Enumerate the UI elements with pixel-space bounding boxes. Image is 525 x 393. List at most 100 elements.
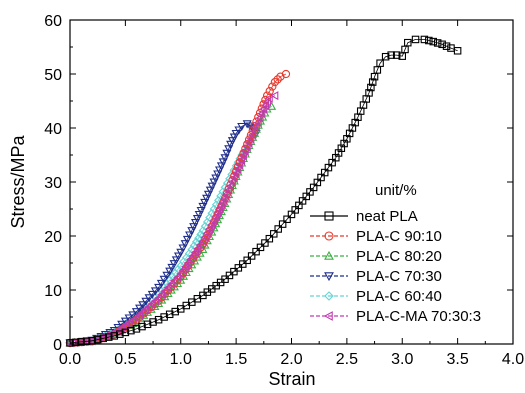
data-point bbox=[238, 151, 247, 161]
data-point bbox=[211, 212, 220, 222]
data-point bbox=[438, 40, 446, 49]
data-point bbox=[156, 279, 166, 289]
data-point bbox=[209, 216, 218, 226]
y-tick-label: 50 bbox=[44, 67, 62, 84]
data-point bbox=[244, 138, 253, 148]
data-point bbox=[234, 126, 244, 135]
data-point bbox=[267, 101, 277, 110]
data-point bbox=[105, 333, 113, 341]
data-point bbox=[188, 251, 197, 261]
data-point bbox=[147, 290, 157, 299]
data-point bbox=[180, 240, 190, 249]
data-point bbox=[207, 220, 216, 230]
data-point bbox=[283, 215, 291, 224]
data-point bbox=[162, 271, 172, 280]
data-point bbox=[141, 304, 150, 315]
data-point bbox=[191, 237, 201, 247]
data-point bbox=[169, 260, 179, 269]
data-point bbox=[220, 193, 229, 203]
data-point bbox=[239, 260, 247, 268]
x-tick-label: 3.5 bbox=[447, 351, 469, 368]
data-point bbox=[433, 39, 442, 47]
data-point bbox=[172, 272, 182, 282]
data-point bbox=[149, 318, 157, 326]
data-point bbox=[256, 243, 265, 252]
data-point bbox=[171, 256, 181, 265]
legend-title: unit/% bbox=[375, 182, 417, 199]
series-1 bbox=[65, 69, 291, 348]
data-point bbox=[138, 322, 146, 331]
data-point bbox=[442, 42, 451, 50]
data-point bbox=[214, 204, 223, 215]
data-point bbox=[195, 240, 204, 250]
data-point bbox=[251, 122, 260, 132]
data-point bbox=[264, 93, 273, 103]
data-point bbox=[249, 126, 259, 136]
data-point bbox=[153, 293, 163, 303]
y-tick-label: 40 bbox=[44, 121, 62, 138]
data-point bbox=[163, 283, 172, 293]
legend-label: PLA-C 70:30 bbox=[356, 268, 442, 285]
data-point bbox=[265, 234, 274, 243]
data-point bbox=[425, 36, 433, 45]
data-point bbox=[178, 244, 188, 253]
data-point bbox=[71, 338, 80, 347]
x-tick-labels: 0.0 0.5 1.0 1.5 2.0 2.5 3.0 3.5 4.0 bbox=[59, 351, 524, 368]
data-point bbox=[230, 267, 238, 276]
data-point bbox=[225, 271, 234, 280]
data-point bbox=[246, 134, 255, 144]
data-point bbox=[420, 35, 429, 44]
data-point bbox=[235, 160, 244, 170]
data-point bbox=[134, 310, 144, 320]
x-tick-label: 4.0 bbox=[502, 351, 524, 368]
data-point bbox=[200, 232, 209, 242]
data-point bbox=[212, 208, 222, 218]
data-point bbox=[216, 201, 225, 211]
data-point bbox=[453, 47, 462, 55]
data-point bbox=[274, 225, 282, 233]
legend-marker bbox=[324, 272, 334, 282]
y-axis-title: Stress/MPa bbox=[8, 135, 28, 229]
data-point bbox=[365, 89, 373, 97]
data-point bbox=[381, 52, 390, 61]
data-point bbox=[237, 122, 247, 132]
plot-frame bbox=[69, 19, 514, 345]
data-point bbox=[392, 51, 401, 59]
data-point bbox=[147, 299, 156, 309]
data-point bbox=[255, 113, 264, 123]
data-point bbox=[185, 254, 195, 264]
data-point bbox=[387, 51, 395, 59]
data-point bbox=[150, 296, 159, 306]
data-point bbox=[281, 69, 291, 79]
data-point bbox=[93, 335, 102, 344]
legend-label: PLA-C 80:20 bbox=[356, 248, 442, 265]
series-0 bbox=[66, 35, 462, 347]
data-point bbox=[270, 230, 278, 238]
x-tick-label: 0.5 bbox=[114, 351, 136, 368]
x-tick-label: 1.5 bbox=[225, 351, 247, 368]
y-tick-label: 30 bbox=[44, 175, 62, 192]
data-point bbox=[116, 330, 124, 338]
data-point bbox=[173, 252, 184, 261]
legend-marker bbox=[324, 291, 334, 301]
data-point bbox=[138, 301, 148, 310]
data-point bbox=[242, 120, 252, 129]
data-point bbox=[261, 239, 269, 247]
data-point bbox=[169, 276, 178, 286]
data-point bbox=[131, 313, 140, 323]
x-tick-label: 2.0 bbox=[280, 351, 302, 368]
data-point bbox=[404, 38, 412, 47]
series-2 bbox=[65, 101, 277, 347]
data-point bbox=[220, 154, 230, 163]
series-layer bbox=[65, 35, 462, 348]
data-point bbox=[193, 244, 202, 254]
data-point bbox=[132, 325, 141, 333]
data-point bbox=[229, 173, 238, 183]
legend-marker bbox=[324, 211, 334, 221]
series-3 bbox=[65, 120, 261, 348]
x-tick-label: 2.5 bbox=[336, 351, 358, 368]
axis-ticks bbox=[69, 19, 514, 345]
data-point bbox=[270, 77, 280, 87]
data-point bbox=[222, 189, 231, 199]
data-point bbox=[166, 279, 175, 289]
